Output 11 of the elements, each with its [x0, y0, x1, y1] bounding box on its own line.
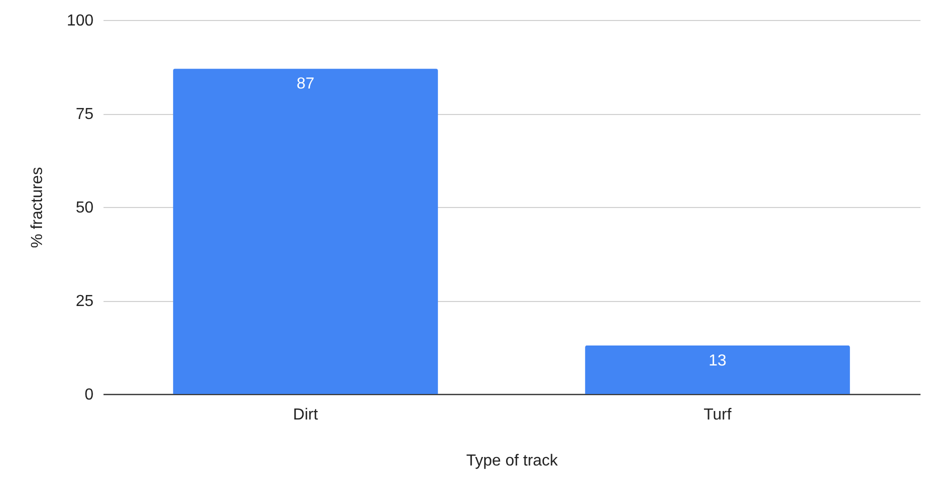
y-tick-label: 50 [76, 200, 94, 216]
y-axis-title: % fractures [28, 167, 46, 248]
y-tick-label: 0 [84, 386, 94, 404]
x-tick-label: Dirt [293, 406, 318, 424]
y-tick-label: 75 [76, 106, 94, 123]
x-axis-title: Type of track [466, 452, 559, 470]
data-label: 87 [296, 76, 314, 93]
data-label: 13 [708, 352, 726, 370]
x-tick-label: Turf [704, 406, 732, 424]
y-tick-label: 25 [76, 293, 94, 310]
y-tick-label: 100 [66, 12, 94, 30]
